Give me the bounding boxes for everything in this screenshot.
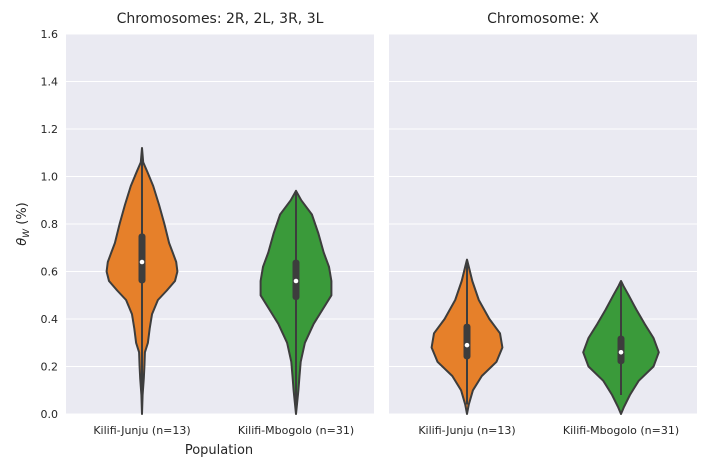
violin-iqr-box — [617, 335, 625, 365]
y-tick-label: 0.2 — [41, 361, 59, 374]
panel-autosomes: 0.0 0.2 0.4 0.6 0.8 1.0 1.2 1.4 1.6 Chromosomes: … — [41, 11, 374, 437]
x-tick-label: Kilifi-Junju (n=13) — [93, 424, 190, 437]
x-tick-label: Kilifi-Mbogolo (n=31) — [238, 424, 354, 437]
y-tick-label: 1.6 — [41, 28, 59, 41]
x-tick-label: Kilifi-Junju (n=13) — [418, 424, 515, 437]
x-axis-label: Population — [185, 443, 253, 458]
panel-title: Chromosome: X — [487, 11, 599, 27]
violin-median — [293, 278, 299, 284]
y-axis-label: θW (%) — [15, 202, 32, 246]
y-tick-label: 1.4 — [41, 76, 59, 89]
y-tick-label: 0.4 — [41, 313, 59, 326]
y-tick-label: 1.0 — [41, 171, 59, 184]
violin-iqr-box — [463, 323, 471, 360]
y-tick-label: 0.0 — [41, 408, 59, 421]
panel-title: Chromosomes: 2R, 2L, 3R, 3L — [117, 11, 324, 27]
y-tick-label: 1.2 — [41, 123, 59, 136]
violin-iqr-box — [138, 233, 146, 284]
panel-x-chromosome: Chromosome: X Kilifi-Junju (n=13) Kilifi-M… — [389, 11, 697, 437]
violin-median — [464, 342, 470, 348]
y-tick-label: 0.6 — [41, 266, 59, 279]
violin-median — [139, 259, 145, 265]
x-tick-label: Kilifi-Mbogolo (n=31) — [563, 424, 679, 437]
violin-median — [618, 349, 624, 355]
y-tick-label: 0.8 — [41, 218, 59, 231]
